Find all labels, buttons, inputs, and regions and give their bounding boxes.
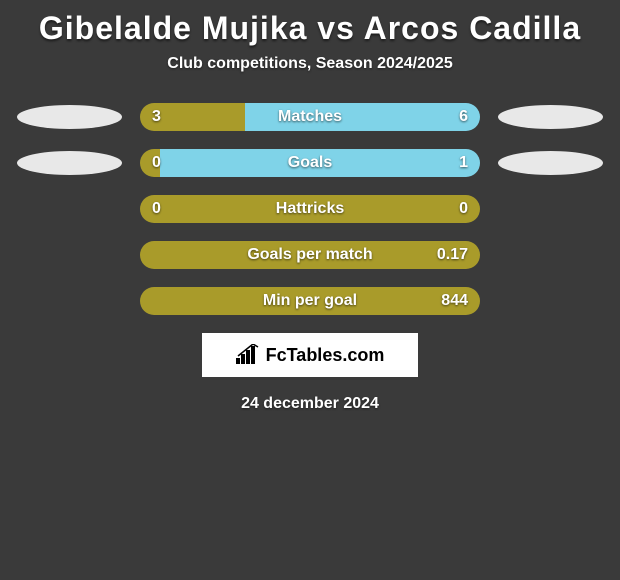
- stats-comparison-container: Gibelalde Mujika vs Arcos Cadilla Club c…: [0, 0, 620, 423]
- left-ellipse: [17, 105, 122, 129]
- branding-text: FcTables.com: [266, 345, 385, 366]
- stat-label: Hattricks: [276, 200, 344, 218]
- left-ellipse: [17, 151, 122, 175]
- stat-right-value: 6: [459, 108, 468, 126]
- stat-row: 844 Min per goal: [0, 287, 620, 315]
- stat-row: 0.17 Goals per match: [0, 241, 620, 269]
- stat-row: 0 1 Goals: [0, 149, 620, 177]
- branding-box: FcTables.com: [202, 333, 418, 377]
- stat-bar: 0.17 Goals per match: [140, 241, 480, 269]
- stat-bar: 844 Min per goal: [140, 287, 480, 315]
- stat-label: Goals per match: [247, 246, 372, 264]
- subtitle: Club competitions, Season 2024/2025: [0, 55, 620, 73]
- stat-bar: 0 1 Goals: [140, 149, 480, 177]
- stat-left-value: 0: [152, 200, 161, 218]
- stat-row: 0 0 Hattricks: [0, 195, 620, 223]
- stat-right-value: 0: [459, 200, 468, 218]
- stat-right-value: 0.17: [437, 246, 468, 264]
- stat-right-value: 1: [459, 154, 468, 172]
- right-ellipse: [498, 151, 603, 175]
- stat-bar: 0 0 Hattricks: [140, 195, 480, 223]
- branding-chart-icon: [236, 344, 260, 366]
- stat-bar: 3 6 Matches: [140, 103, 480, 131]
- stat-left-value: 3: [152, 108, 161, 126]
- stat-row: 3 6 Matches: [0, 103, 620, 131]
- date-line: 24 december 2024: [0, 395, 620, 413]
- page-title: Gibelalde Mujika vs Arcos Cadilla: [0, 10, 620, 47]
- stat-label: Min per goal: [263, 292, 357, 310]
- stat-left-value: 0: [152, 154, 161, 172]
- stat-label: Goals: [288, 154, 332, 172]
- stat-rows: 3 6 Matches 0 1 Goals 0 0 Hattricks 0.17 Goals per…: [0, 103, 620, 315]
- right-ellipse: [498, 105, 603, 129]
- stat-label: Matches: [278, 108, 342, 126]
- stat-right-value: 844: [441, 292, 468, 310]
